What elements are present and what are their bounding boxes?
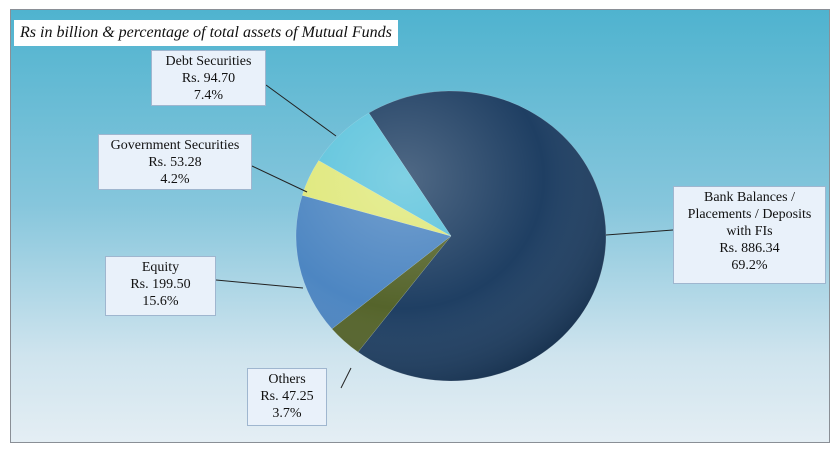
label-others-name: Others	[268, 372, 306, 387]
label-others: Others Rs. 47.25 3.7%	[247, 368, 327, 426]
label-govt-amount: Rs. 53.28	[148, 155, 202, 170]
label-bank-percent: 69.2%	[731, 258, 768, 273]
label-debt-percent: 7.4%	[193, 88, 224, 103]
leader-line-debt	[265, 84, 337, 137]
label-equity: Equity Rs. 199.50 15.6%	[105, 256, 216, 316]
chart-frame: Rs in billion & percentage of total asse…	[10, 9, 830, 443]
label-equity-amount: Rs. 199.50	[130, 277, 191, 292]
label-bank-name-line3: with FIs	[726, 224, 773, 239]
label-bank: Bank Balances / Placements / Deposits wi…	[673, 186, 826, 284]
label-equity-name: Equity	[141, 260, 180, 275]
leader-line-govt	[251, 165, 308, 193]
label-bank-name-line2: Placements / Deposits	[687, 207, 812, 222]
label-govt: Government Securities Rs. 53.28 4.2%	[98, 134, 252, 190]
label-debt-name: Debt Securities	[165, 54, 252, 69]
leader-line-equity	[215, 279, 304, 289]
label-bank-amount: Rs. 886.34	[719, 241, 780, 256]
label-others-amount: Rs. 47.25	[260, 389, 314, 404]
label-govt-name: Government Securities	[110, 138, 240, 153]
label-others-percent: 3.7%	[272, 406, 302, 421]
label-bank-name-line1: Bank Balances /	[704, 190, 795, 205]
label-equity-percent: 15.6%	[142, 294, 179, 309]
label-debt: Debt Securities Rs. 94.70 7.4%	[151, 50, 266, 106]
chart-title: Rs in billion & percentage of total asse…	[14, 20, 398, 46]
leader-line-others	[340, 367, 352, 389]
label-debt-amount: Rs. 94.70	[181, 71, 236, 86]
leader-line-bank	[605, 229, 674, 236]
label-govt-percent: 4.2%	[160, 172, 190, 187]
